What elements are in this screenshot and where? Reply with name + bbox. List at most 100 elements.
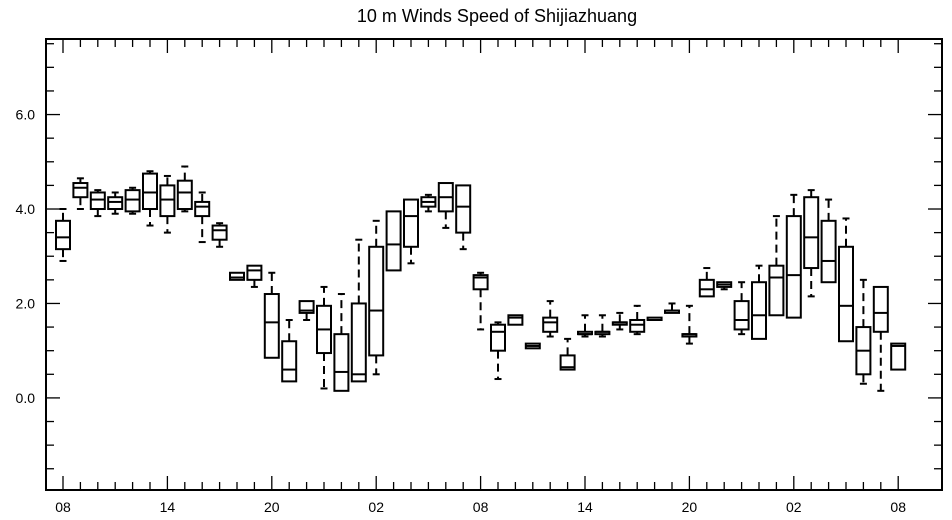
box-36 (681, 304, 698, 345)
box-iqr (72, 182, 89, 199)
box-20 (403, 198, 419, 265)
box-iqr (559, 354, 576, 371)
box-10 (229, 271, 245, 281)
box-iqr (403, 198, 419, 248)
box-14 (298, 300, 315, 321)
box-iqr (159, 184, 176, 218)
box-iqr (142, 172, 158, 211)
box-45 (838, 217, 854, 343)
box-iqr (698, 278, 715, 298)
box-42 (785, 193, 802, 319)
box-32 (611, 311, 628, 331)
box-3 (107, 191, 124, 215)
x-tick-label: 02 (368, 499, 384, 515)
x-tick-label: 08 (890, 499, 906, 515)
box-iqr (194, 200, 211, 218)
box-iqr (385, 210, 402, 272)
box-iqr (246, 264, 263, 281)
y-tick-label: 4.0 (16, 201, 36, 217)
box-16 (333, 293, 350, 392)
box-24 (472, 271, 489, 331)
box-34 (646, 316, 663, 321)
box-iqr (263, 293, 280, 359)
box-iqr (124, 189, 141, 213)
x-tick-label: 20 (264, 499, 280, 515)
box-12 (263, 271, 280, 359)
box-iqr (333, 333, 350, 392)
box-iqr (350, 302, 367, 383)
box-iqr (820, 219, 837, 284)
box-iqr (55, 219, 71, 251)
box-21 (420, 193, 437, 213)
box-iqr (368, 245, 385, 357)
box-5 (142, 170, 158, 227)
box-9 (211, 222, 228, 248)
y-tick-label: 2.0 (16, 295, 36, 311)
box-iqr (890, 342, 907, 371)
box-48 (890, 342, 907, 371)
box-47 (872, 285, 889, 392)
box-29 (559, 337, 576, 371)
box-iqr (455, 184, 472, 234)
box-37 (698, 267, 715, 298)
y-tick-label: 0.0 (16, 390, 36, 406)
box-15 (316, 285, 332, 390)
box-11 (246, 264, 263, 288)
box-iqr (176, 179, 193, 211)
box-43 (803, 189, 820, 298)
box-18 (368, 219, 385, 376)
box-27 (524, 342, 541, 350)
box-iqr (472, 274, 489, 291)
box-26 (507, 314, 524, 326)
box-7 (176, 165, 193, 213)
y-tick-label: 6.0 (16, 107, 36, 123)
box-40 (751, 264, 767, 340)
boxes (55, 165, 907, 392)
box-25 (490, 321, 506, 381)
box-iqr (785, 215, 802, 319)
box-33 (629, 304, 646, 336)
box-iqr (751, 281, 767, 340)
box-28 (542, 300, 559, 338)
box-8 (194, 191, 211, 244)
chart-title: 10 m Winds Speed of Shijiazhuang (357, 6, 637, 26)
box-iqr (838, 245, 854, 343)
box-iqr (872, 285, 889, 333)
box-0 (55, 208, 71, 262)
box-41 (768, 215, 785, 317)
box-iqr (768, 264, 785, 317)
box-1 (72, 177, 89, 211)
box-iqr (629, 318, 646, 333)
x-tick-label: 02 (786, 499, 802, 515)
x-tick-label: 20 (682, 499, 698, 515)
box-iqr (490, 323, 506, 352)
box-iqr (281, 340, 298, 383)
box-17 (350, 238, 367, 383)
box-6 (159, 174, 176, 234)
plot-frame (45, 38, 943, 491)
box-22 (437, 182, 454, 229)
box-iqr (211, 224, 228, 241)
box-46 (855, 278, 872, 385)
box-iqr (803, 196, 820, 270)
box-4 (124, 186, 141, 215)
box-38 (716, 281, 733, 291)
x-tick-label: 08 (473, 499, 489, 515)
box-35 (664, 302, 680, 314)
box-44 (820, 198, 837, 284)
box-iqr (89, 191, 106, 211)
x-tick-label: 14 (160, 499, 176, 515)
box-iqr (229, 271, 245, 281)
box-19 (385, 210, 402, 272)
axes: 0.0 2.0 4.0 6.0 08 14 20 02 08 14 20 02 08 (16, 39, 942, 515)
box-iqr (298, 300, 315, 314)
box-31 (594, 314, 611, 338)
box-39 (733, 281, 750, 336)
x-tick-label: 08 (55, 499, 71, 515)
box-13 (281, 318, 298, 383)
box-30 (577, 314, 593, 338)
box-iqr (507, 314, 524, 326)
box-iqr (542, 316, 559, 333)
box-2 (89, 189, 106, 218)
